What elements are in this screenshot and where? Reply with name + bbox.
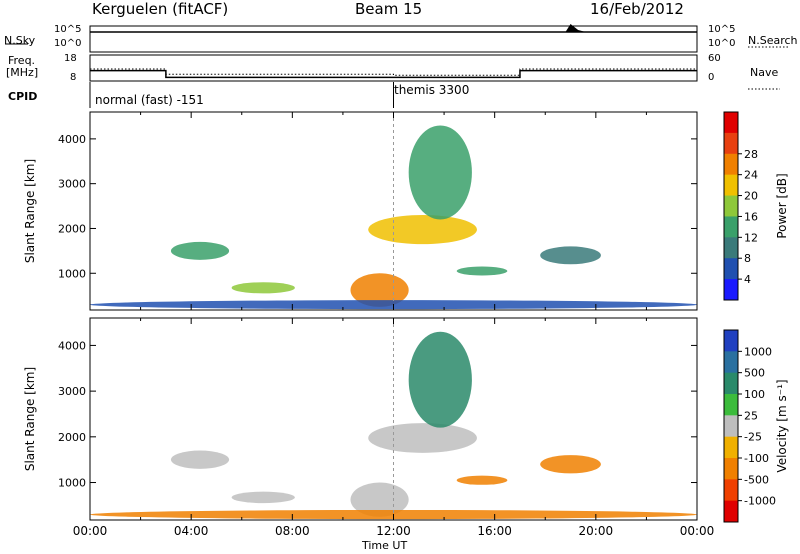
velocity-colorbar-tick-label: -100 <box>744 452 769 465</box>
power-colorbar-label: Power [dB] <box>775 173 789 238</box>
beam-title: Beam 15 <box>355 0 423 18</box>
nave-tick-top: 60 <box>708 53 721 64</box>
velocity-colorbar-segment <box>724 330 738 352</box>
power-ytick-label: 1000 <box>58 267 86 280</box>
nave-trace <box>90 68 697 76</box>
velocity-colorbar-frame <box>723 329 739 523</box>
velocity-echo-region <box>350 482 409 517</box>
nsky-spike <box>565 24 586 32</box>
power-ytick-label: 3000 <box>58 178 86 191</box>
velocity-ytick-label: 2000 <box>58 431 86 444</box>
power-echo-region <box>350 273 409 307</box>
power-colorbar-tick-label: 20 <box>744 190 758 203</box>
x-tick-label: 00:00 <box>680 524 715 538</box>
power-colorbar-segment <box>724 258 738 280</box>
power-echo-region <box>408 125 472 220</box>
velocity-colorbar-tick-label: 25 <box>744 409 758 422</box>
velocity-echo-region <box>231 491 295 504</box>
freq-panel-frame <box>89 54 698 82</box>
x-tick-label: 20:00 <box>579 524 614 538</box>
nsky-tick-bottom: 10^0 <box>54 38 82 49</box>
velocity-ytick-label: 3000 <box>58 385 86 398</box>
power-colorbar-segment <box>724 216 738 238</box>
velocity-colorbar-segment <box>724 436 738 459</box>
freq-trace <box>90 69 697 79</box>
nsky-tick-top: 10^5 <box>54 24 82 35</box>
power-colorbar-segment <box>724 279 738 301</box>
freq-label-1: Freq. <box>8 54 36 67</box>
power-ytick-label: 2000 <box>58 222 86 235</box>
velocity-echo-region <box>408 331 472 428</box>
velocity-echo-region <box>540 455 601 474</box>
velocity-ylabel: Slant Range [km] <box>23 367 37 471</box>
velocity-echo-region <box>456 475 508 485</box>
velocity-echo-region <box>170 450 230 469</box>
power-colorbar-segment <box>724 237 738 259</box>
freq-tick-top: 18 <box>64 53 77 64</box>
station-title: Kerguelen (fitACF) <box>92 0 229 18</box>
power-colorbar-tick-label: 24 <box>744 169 758 182</box>
nsearch-tick-bottom: 10^0 <box>708 38 736 49</box>
x-tick-label: 00:00 <box>73 524 108 538</box>
power-colorbar-segment <box>724 153 738 176</box>
power-echo-region <box>231 282 295 294</box>
velocity-colorbar-tick-label: 1000 <box>744 345 772 358</box>
power-colorbar-segment <box>724 112 738 134</box>
velocity-colorbar-segment <box>724 394 738 416</box>
date-title: 16/Feb/2012 <box>590 0 684 18</box>
x-tick-label: 04:00 <box>174 524 209 538</box>
velocity-colorbar-tick-label: -1000 <box>744 495 776 508</box>
power-colorbar-tick-label: 8 <box>744 252 751 265</box>
power-colorbar-tick-label: 16 <box>744 210 758 223</box>
power-ylabel: Slant Range [km] <box>23 159 37 263</box>
x-tick-label: 16:00 <box>477 524 512 538</box>
velocity-colorbar-tick-label: -25 <box>744 431 762 444</box>
nave-label: Nave <box>750 66 779 79</box>
nsearch-tick-top: 10^5 <box>708 24 736 35</box>
x-tick-label: 12:00 <box>376 524 411 538</box>
velocity-colorbar-tick-label: 100 <box>744 388 765 401</box>
power-ytick-label: 4000 <box>58 133 86 146</box>
nsearch-label: N.Search <box>748 34 798 47</box>
cpid-mode-themis: themis 3300 <box>394 83 470 97</box>
freq-tick-bottom: 8 <box>70 72 77 83</box>
velocity-ytick-label: 4000 <box>58 339 86 352</box>
power-colorbar-tick-label: 4 <box>744 273 751 286</box>
nsky-panel-frame <box>89 25 698 53</box>
velocity-echo-region <box>368 423 477 453</box>
velocity-colorbar-tick-label: -500 <box>744 473 769 486</box>
power-colorbar-frame <box>723 111 739 301</box>
velocity-ytick-label: 1000 <box>58 477 86 490</box>
power-colorbar-segment <box>724 195 738 217</box>
power-echo-region <box>540 246 601 265</box>
velocity-colorbar-segment <box>724 372 738 395</box>
power-colorbar-segment <box>724 132 738 155</box>
nave-tick-bottom: 0 <box>708 72 715 83</box>
velocity-colorbar-tick-label: 500 <box>744 367 765 380</box>
power-echo-region <box>368 215 477 245</box>
cpid-mode-normal: normal (fast) -151 <box>95 93 204 107</box>
power-colorbar-segment <box>724 174 738 197</box>
velocity-colorbar-label: Velocity [m s⁻¹] <box>775 379 789 472</box>
freq-label-2: [MHz] <box>6 66 39 79</box>
power-colorbar-tick-label: 28 <box>744 148 758 161</box>
power-colorbar-tick-label: 12 <box>744 231 758 244</box>
power-echo-region <box>456 266 508 276</box>
x-tick-label: 08:00 <box>275 524 310 538</box>
cpid-label: CPID <box>8 90 38 103</box>
velocity-colorbar-segment <box>724 479 738 502</box>
x-axis-title: Time UT <box>362 539 408 552</box>
power-echo-region <box>170 241 230 260</box>
velocity-colorbar-segment <box>724 500 738 523</box>
velocity-colorbar-segment <box>724 351 738 374</box>
velocity-colorbar-segment <box>724 415 738 438</box>
velocity-colorbar-segment <box>724 458 738 480</box>
